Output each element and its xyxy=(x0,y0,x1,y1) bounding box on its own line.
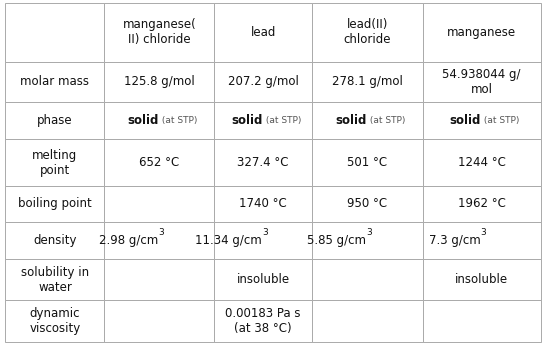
Bar xyxy=(5,139,104,186)
Bar xyxy=(214,221,312,259)
Bar xyxy=(214,102,312,139)
Text: (at STP): (at STP) xyxy=(367,116,405,125)
Bar xyxy=(312,221,423,259)
Text: 7.3 g/cm: 7.3 g/cm xyxy=(429,234,480,247)
Bar xyxy=(423,221,541,259)
Text: 207.2 g/mol: 207.2 g/mol xyxy=(228,75,299,88)
Bar xyxy=(5,300,104,342)
Text: 652 °C: 652 °C xyxy=(139,156,180,169)
Bar xyxy=(104,186,214,221)
Text: solid: solid xyxy=(127,114,159,127)
Text: lead(II)
chloride: lead(II) chloride xyxy=(343,19,391,47)
Text: 3: 3 xyxy=(480,228,486,237)
Bar xyxy=(312,300,423,342)
Text: 3: 3 xyxy=(158,228,164,237)
Bar xyxy=(312,102,423,139)
Bar xyxy=(104,61,214,102)
Text: solid: solid xyxy=(336,114,367,127)
Text: 950 °C: 950 °C xyxy=(347,197,388,210)
Text: boiling point: boiling point xyxy=(18,197,92,210)
Bar xyxy=(5,3,104,61)
Text: lead: lead xyxy=(251,26,276,39)
Text: phase: phase xyxy=(37,114,73,127)
Text: dynamic
viscosity: dynamic viscosity xyxy=(29,307,81,335)
Text: 5.85 g/cm: 5.85 g/cm xyxy=(307,234,366,247)
Text: manganese(
II) chloride: manganese( II) chloride xyxy=(122,19,196,47)
Bar xyxy=(104,300,214,342)
Bar xyxy=(312,186,423,221)
Bar xyxy=(423,102,541,139)
Text: 3: 3 xyxy=(262,228,268,237)
Text: melting
point: melting point xyxy=(32,149,78,177)
Text: 3: 3 xyxy=(366,228,372,237)
Bar xyxy=(214,139,312,186)
Text: solid: solid xyxy=(450,114,481,127)
Text: (at STP): (at STP) xyxy=(159,116,197,125)
Bar xyxy=(423,300,541,342)
Bar xyxy=(214,300,312,342)
Bar xyxy=(104,3,214,61)
Text: insoluble: insoluble xyxy=(236,273,290,286)
Bar xyxy=(214,3,312,61)
Text: molar mass: molar mass xyxy=(20,75,90,88)
Text: 0.00183 Pa s
(at 38 °C): 0.00183 Pa s (at 38 °C) xyxy=(225,307,301,335)
Text: manganese: manganese xyxy=(447,26,517,39)
Bar xyxy=(104,139,214,186)
Bar xyxy=(5,221,104,259)
Bar xyxy=(104,259,214,300)
Bar xyxy=(214,61,312,102)
Bar xyxy=(423,186,541,221)
Text: 1244 °C: 1244 °C xyxy=(458,156,506,169)
Bar xyxy=(312,259,423,300)
Bar xyxy=(312,3,423,61)
Bar xyxy=(5,186,104,221)
Text: 1740 °C: 1740 °C xyxy=(239,197,287,210)
Bar xyxy=(214,186,312,221)
Text: 2.98 g/cm: 2.98 g/cm xyxy=(99,234,158,247)
Bar xyxy=(5,259,104,300)
Bar xyxy=(312,139,423,186)
Text: 327.4 °C: 327.4 °C xyxy=(238,156,289,169)
Bar xyxy=(104,102,214,139)
Bar xyxy=(423,139,541,186)
Text: 125.8 g/mol: 125.8 g/mol xyxy=(124,75,195,88)
Bar xyxy=(423,259,541,300)
Bar xyxy=(423,61,541,102)
Bar xyxy=(5,61,104,102)
Text: insoluble: insoluble xyxy=(455,273,508,286)
Text: 11.34 g/cm: 11.34 g/cm xyxy=(195,234,262,247)
Bar xyxy=(423,3,541,61)
Text: (at STP): (at STP) xyxy=(481,116,519,125)
Text: (at STP): (at STP) xyxy=(263,116,301,125)
Bar xyxy=(312,61,423,102)
Text: solid: solid xyxy=(231,114,263,127)
Text: 278.1 g/mol: 278.1 g/mol xyxy=(332,75,403,88)
Text: 1962 °C: 1962 °C xyxy=(458,197,506,210)
Bar xyxy=(104,221,214,259)
Text: density: density xyxy=(33,234,76,247)
Text: 54.938044 g/
mol: 54.938044 g/ mol xyxy=(442,68,521,96)
Text: 501 °C: 501 °C xyxy=(347,156,388,169)
Text: solubility in
water: solubility in water xyxy=(21,266,89,294)
Bar xyxy=(5,102,104,139)
Bar xyxy=(214,259,312,300)
